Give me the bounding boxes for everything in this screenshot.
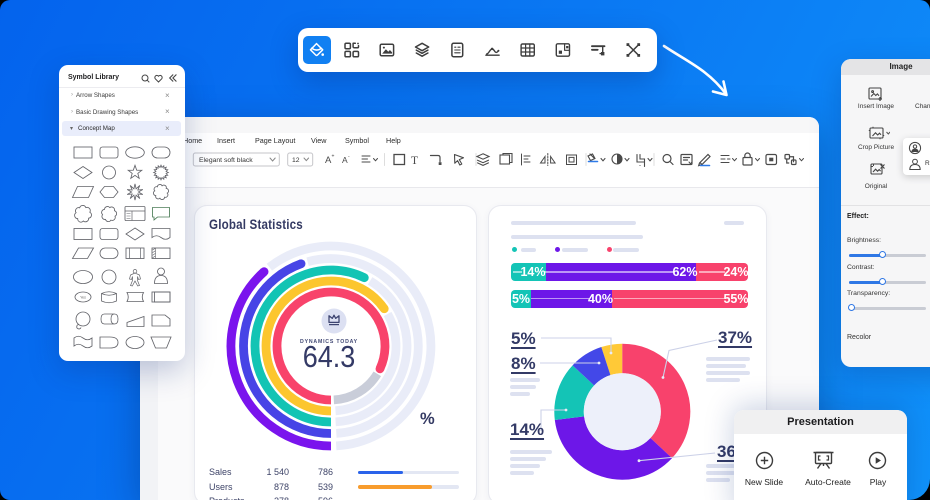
- svg-text:+: +: [332, 154, 335, 160]
- svg-text:Elegant soft black: Elegant soft black: [199, 157, 253, 164]
- svg-text:A: A: [325, 155, 332, 166]
- svg-text:12: 12: [292, 157, 300, 164]
- svg-text:T: T: [411, 155, 418, 167]
- svg-text:A: A: [342, 155, 348, 165]
- svg-text:-: -: [348, 154, 350, 160]
- svg-text:Yes: Yes: [80, 296, 86, 300]
